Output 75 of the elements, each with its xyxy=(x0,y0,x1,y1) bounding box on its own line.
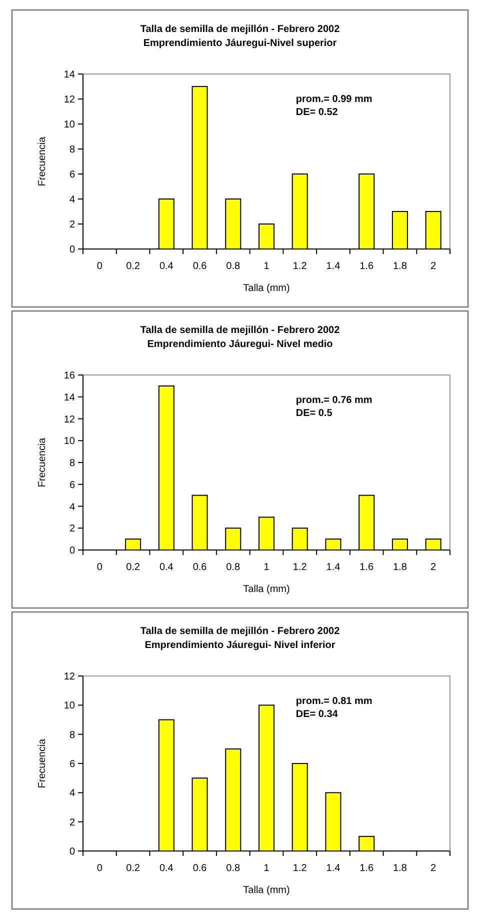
x-tick-label: 2 xyxy=(430,562,437,573)
x-tick-label: 1.6 xyxy=(360,562,374,573)
y-tick-label: 2 xyxy=(69,524,76,535)
y-tick-label: 2 xyxy=(69,220,76,230)
x-tick-label: 1.2 xyxy=(292,261,308,272)
chart-title: Talla de semilla de mejillón - Febrero 2002 xyxy=(140,24,340,35)
x-tick-label: 1.8 xyxy=(393,863,408,874)
x-tick-label: 1.2 xyxy=(292,562,308,573)
y-tick-label: 14 xyxy=(64,70,76,80)
chart-subtitle: Emprendimiento Jáuregui- Nivel medio xyxy=(147,339,333,350)
x-tick-label: 1.2 xyxy=(292,863,308,874)
y-tick-label: 12 xyxy=(64,672,76,682)
x-tick-label: 0.8 xyxy=(226,863,241,874)
y-tick-label: 4 xyxy=(69,788,76,800)
y-tick-label: 0 xyxy=(69,546,76,556)
x-tick-label: 1 xyxy=(264,261,270,272)
x-axis-title: Talla (mm) xyxy=(243,283,290,294)
x-axis-title: Talla (mm) xyxy=(243,584,290,595)
annotation: prom.= 0.81 mm xyxy=(296,696,372,707)
x-tick-label: 1 xyxy=(264,863,270,874)
y-axis-title: Frecuencia xyxy=(37,136,48,186)
x-tick-label: 1.4 xyxy=(326,261,341,272)
y-tick-label: 4 xyxy=(69,194,76,206)
x-tick-label: 2 xyxy=(430,261,437,272)
x-tick-label: 1.8 xyxy=(393,562,408,573)
x-axis-title: Talla (mm) xyxy=(243,885,290,896)
x-tick-label: 2 xyxy=(430,863,437,874)
x-tick-label: 0.6 xyxy=(192,562,208,573)
y-tick-label: 10 xyxy=(64,436,76,448)
annotation: prom.= 0.99 mm xyxy=(296,94,372,105)
y-tick-label: 6 xyxy=(69,759,76,770)
x-tick-label: 1.8 xyxy=(393,261,408,272)
x-tick-label: 0.8 xyxy=(226,261,241,272)
y-tick-label: 14 xyxy=(64,392,76,404)
x-tick-label: 0.8 xyxy=(226,562,241,573)
y-tick-label: 2 xyxy=(69,817,76,828)
y-tick-label: 6 xyxy=(69,480,76,491)
y-axis-title: Frecuencia xyxy=(37,738,48,788)
x-tick-label: 0.2 xyxy=(126,562,140,573)
y-tick-label: 0 xyxy=(69,244,76,256)
x-tick-label: 1.4 xyxy=(326,562,341,573)
x-tick-label: 0.4 xyxy=(159,863,174,874)
x-tick-label: 1.6 xyxy=(360,261,374,272)
annotation: DE= 0.34 xyxy=(296,709,338,720)
y-tick-label: 8 xyxy=(69,458,76,469)
y-tick-label: 10 xyxy=(64,120,76,130)
y-axis-title: Frecuencia xyxy=(37,437,48,488)
x-tick-label: 0 xyxy=(96,261,103,272)
x-tick-label: 0.4 xyxy=(159,562,174,573)
y-tick-label: 12 xyxy=(64,414,76,426)
x-tick-label: 0.2 xyxy=(126,863,140,874)
annotation: DE= 0.52 xyxy=(296,107,338,118)
x-tick-label: 0.4 xyxy=(159,261,174,272)
chart-subtitle: Emprendimiento Jáuregui- Nivel inferior xyxy=(144,640,336,651)
chart-subtitle: Emprendimiento Jáuregui-Nivel superior xyxy=(143,38,337,49)
x-tick-label: 0 xyxy=(96,863,103,874)
x-tick-label: 1.4 xyxy=(326,863,341,874)
y-tick-label: 0 xyxy=(69,846,76,858)
y-tick-label: 8 xyxy=(69,730,76,741)
y-tick-label: 10 xyxy=(64,700,76,712)
y-tick-label: 16 xyxy=(64,370,76,382)
y-tick-label: 8 xyxy=(69,144,76,156)
x-tick-label: 0.6 xyxy=(192,261,208,272)
y-tick-label: 6 xyxy=(69,170,76,180)
x-tick-label: 0.6 xyxy=(192,863,208,874)
annotation: prom.= 0.76 mm xyxy=(296,395,372,406)
x-tick-label: 0 xyxy=(96,562,103,573)
x-tick-label: 1 xyxy=(264,562,270,573)
x-tick-label: 0.2 xyxy=(126,261,140,272)
y-tick-label: 4 xyxy=(69,502,76,513)
y-tick-label: 12 xyxy=(64,94,76,106)
chart-title: Talla de semilla de mejillón - Febrero 2002 xyxy=(140,325,340,336)
x-tick-label: 1.6 xyxy=(360,863,374,874)
annotation: DE= 0.5 xyxy=(296,408,333,419)
chart-title: Talla de semilla de mejillón - Febrero 2002 xyxy=(140,626,340,637)
